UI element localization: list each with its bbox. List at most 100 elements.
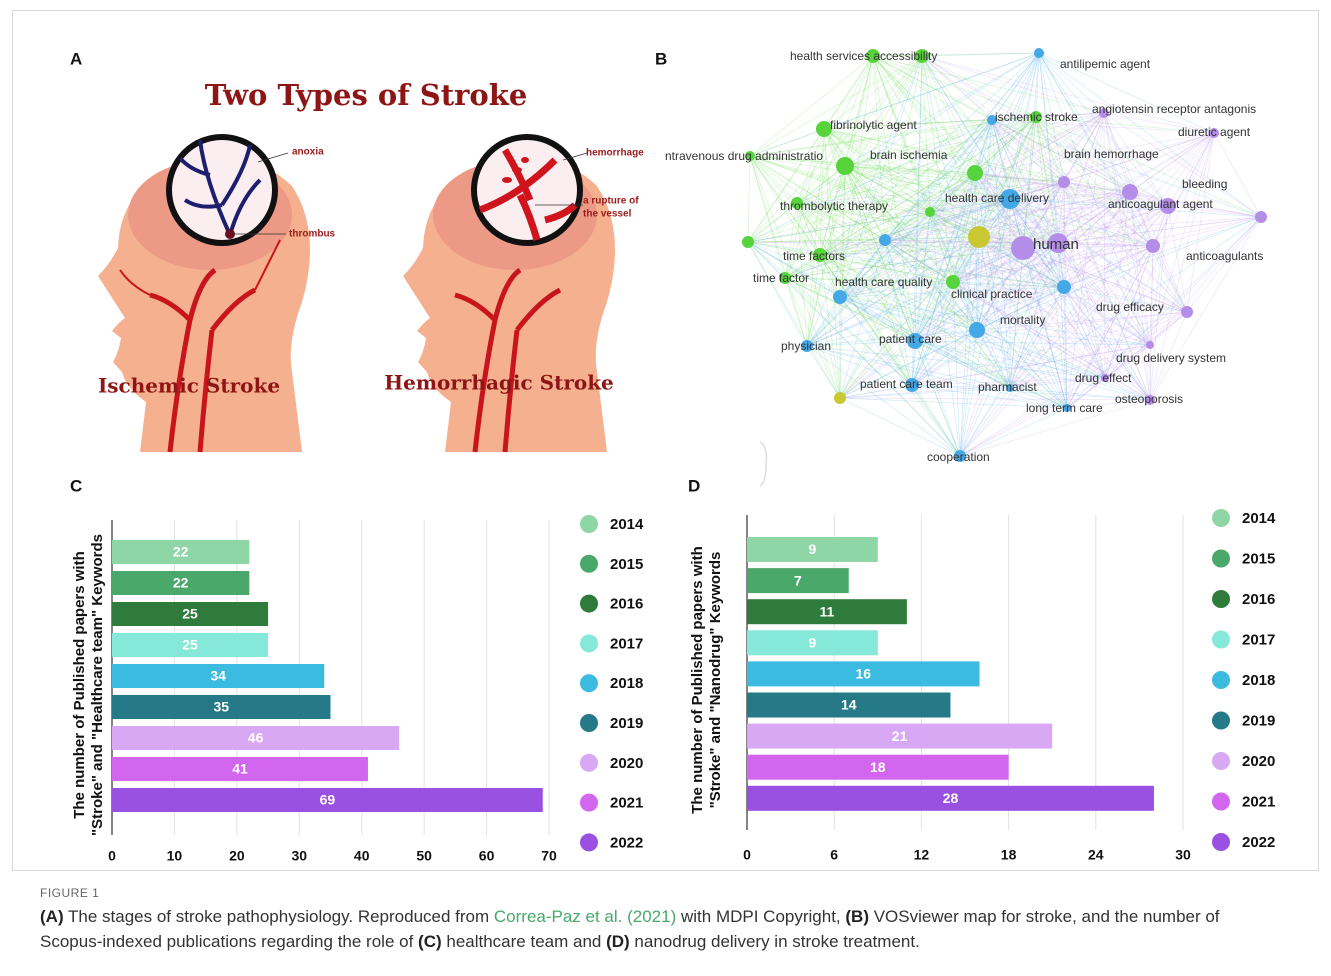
network-edge	[992, 120, 1153, 246]
node-label: thrombolytic therapy	[780, 199, 888, 213]
data-label: 46	[248, 730, 264, 746]
node-label: patient care	[879, 332, 942, 346]
subtitle: Ischemic Stroke	[98, 374, 280, 398]
data-label: 22	[173, 575, 189, 591]
legend-swatch	[1212, 793, 1230, 811]
network-edge	[1153, 217, 1261, 246]
data-label: 22	[173, 544, 189, 560]
legend-swatch	[580, 833, 598, 851]
network-node	[836, 157, 854, 175]
x-tick-label: 50	[416, 848, 432, 864]
x-tick-label: 6	[830, 847, 838, 863]
network-edge	[748, 156, 750, 242]
node-label: time factors	[783, 249, 845, 263]
data-label: 25	[182, 606, 198, 622]
legend-label: 2019	[1242, 712, 1275, 729]
node-label: ischemic stroke	[995, 110, 1078, 124]
annotation: thrombus	[289, 229, 336, 240]
caption-bold: (B)	[845, 907, 869, 926]
network-edge	[960, 408, 1067, 456]
x-tick-label: 12	[914, 847, 930, 863]
network-node	[742, 236, 754, 248]
panel-label: A	[70, 49, 82, 68]
node-label: mortality	[1000, 313, 1045, 327]
x-tick-label: 30	[291, 848, 307, 864]
network-node	[1146, 239, 1160, 253]
node-label: drug delivery system	[1116, 351, 1226, 365]
annotation: hemorrhage	[586, 148, 644, 159]
node-label: physician	[781, 339, 831, 353]
y-axis-label: "Stroke" and "Healthcare team" Keywords	[89, 534, 106, 836]
annotation: the vessel	[583, 209, 632, 220]
data-label: 11	[820, 603, 835, 619]
figure: A Two Types of Stroke anoxia thrombus he…	[0, 0, 1331, 880]
network-node	[834, 392, 846, 404]
x-tick-label: 20	[229, 848, 245, 864]
node-label: long term care	[1026, 401, 1103, 415]
node-label: anticoagulants	[1186, 249, 1263, 263]
data-label: 7	[794, 572, 802, 588]
charts: C010203040506070222014222015252016252017…	[70, 476, 1276, 863]
head-illustration	[98, 137, 310, 452]
data-label: 14	[841, 697, 857, 713]
node-label: patient care team	[860, 377, 953, 391]
network-edge	[1187, 133, 1214, 312]
panel-label: D	[688, 476, 700, 495]
network-edge	[1150, 217, 1261, 400]
node-label: fibrinolytic agent	[830, 118, 917, 132]
node-label: osteoporosis	[1115, 392, 1183, 406]
node-label: anticoagulant agent	[1108, 197, 1213, 211]
bracket	[760, 442, 766, 486]
legend-swatch	[580, 754, 598, 772]
network-node	[1146, 341, 1154, 349]
legend-label: 2015	[1242, 550, 1275, 567]
network-edge	[1187, 217, 1261, 312]
caption-bold: (A)	[40, 907, 64, 926]
annotation: anoxia	[292, 147, 324, 158]
data-label: 18	[870, 759, 886, 775]
legend-swatch	[1212, 712, 1230, 730]
panel-label: B	[655, 49, 667, 68]
legend-label: 2022	[1242, 834, 1275, 851]
node-label: health care quality	[835, 275, 932, 289]
data-label: 34	[210, 668, 226, 684]
y-axis-label: The number of Published papers with	[689, 546, 706, 814]
x-tick-label: 24	[1088, 847, 1104, 863]
node-label: diuretic agent	[1178, 125, 1251, 139]
network-edge	[915, 341, 1067, 408]
legend-swatch	[580, 634, 598, 652]
node-label: health care delivery	[945, 191, 1049, 205]
legend-label: 2020	[1242, 753, 1275, 770]
annotation: a rupture of	[583, 196, 639, 207]
node-label: antilipemic agent	[1060, 57, 1151, 71]
node-label: health services accessibility	[790, 49, 937, 63]
legend-label: 2021	[1242, 793, 1275, 810]
node-label: pharmacist	[978, 380, 1037, 394]
network-node	[1057, 280, 1071, 294]
x-tick-label: 10	[167, 848, 183, 864]
legend-swatch	[580, 595, 598, 613]
data-label: 35	[213, 699, 229, 715]
caption-bold: (C)	[418, 932, 442, 951]
panel-title: Two Types of Stroke	[205, 78, 528, 112]
legend-label: 2020	[610, 755, 643, 772]
node-label: clinical practice	[951, 287, 1033, 301]
legend-swatch	[1212, 752, 1230, 770]
network-edge	[748, 129, 824, 242]
node-label: drug effect	[1075, 371, 1132, 385]
legend-swatch	[1212, 509, 1230, 527]
legend-swatch	[1212, 833, 1230, 851]
caption-link[interactable]: Correa-Paz et al. (2021)	[494, 907, 676, 926]
network-node	[1034, 48, 1044, 58]
legend-label: 2014	[610, 516, 644, 533]
legend-label: 2019	[610, 715, 643, 732]
legend-label: 2017	[1242, 631, 1275, 648]
x-tick-label: 60	[479, 848, 495, 864]
legend-swatch	[580, 515, 598, 533]
caption-text: healthcare team and	[442, 932, 606, 951]
data-label: 28	[943, 790, 959, 806]
caption: (A) The stages of stroke pathophysiology…	[40, 904, 1255, 954]
node-label: bleeding	[1182, 177, 1227, 191]
legend-label: 2018	[610, 675, 643, 692]
node-label: angiotensin receptor antagonis	[1092, 102, 1256, 116]
